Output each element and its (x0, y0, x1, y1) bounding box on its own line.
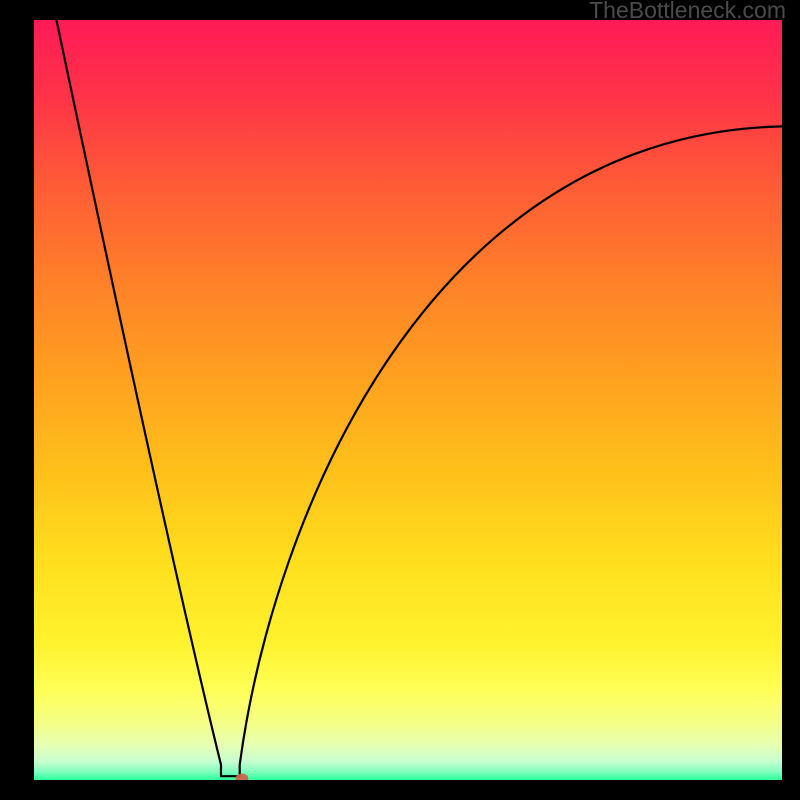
curve-layer (34, 20, 782, 780)
chart-root: TheBottleneck.com (0, 0, 800, 800)
bottleneck-curve (56, 20, 782, 776)
watermark-text: TheBottleneck.com (589, 0, 786, 24)
plot-area (34, 20, 782, 780)
optimum-marker (235, 773, 248, 780)
